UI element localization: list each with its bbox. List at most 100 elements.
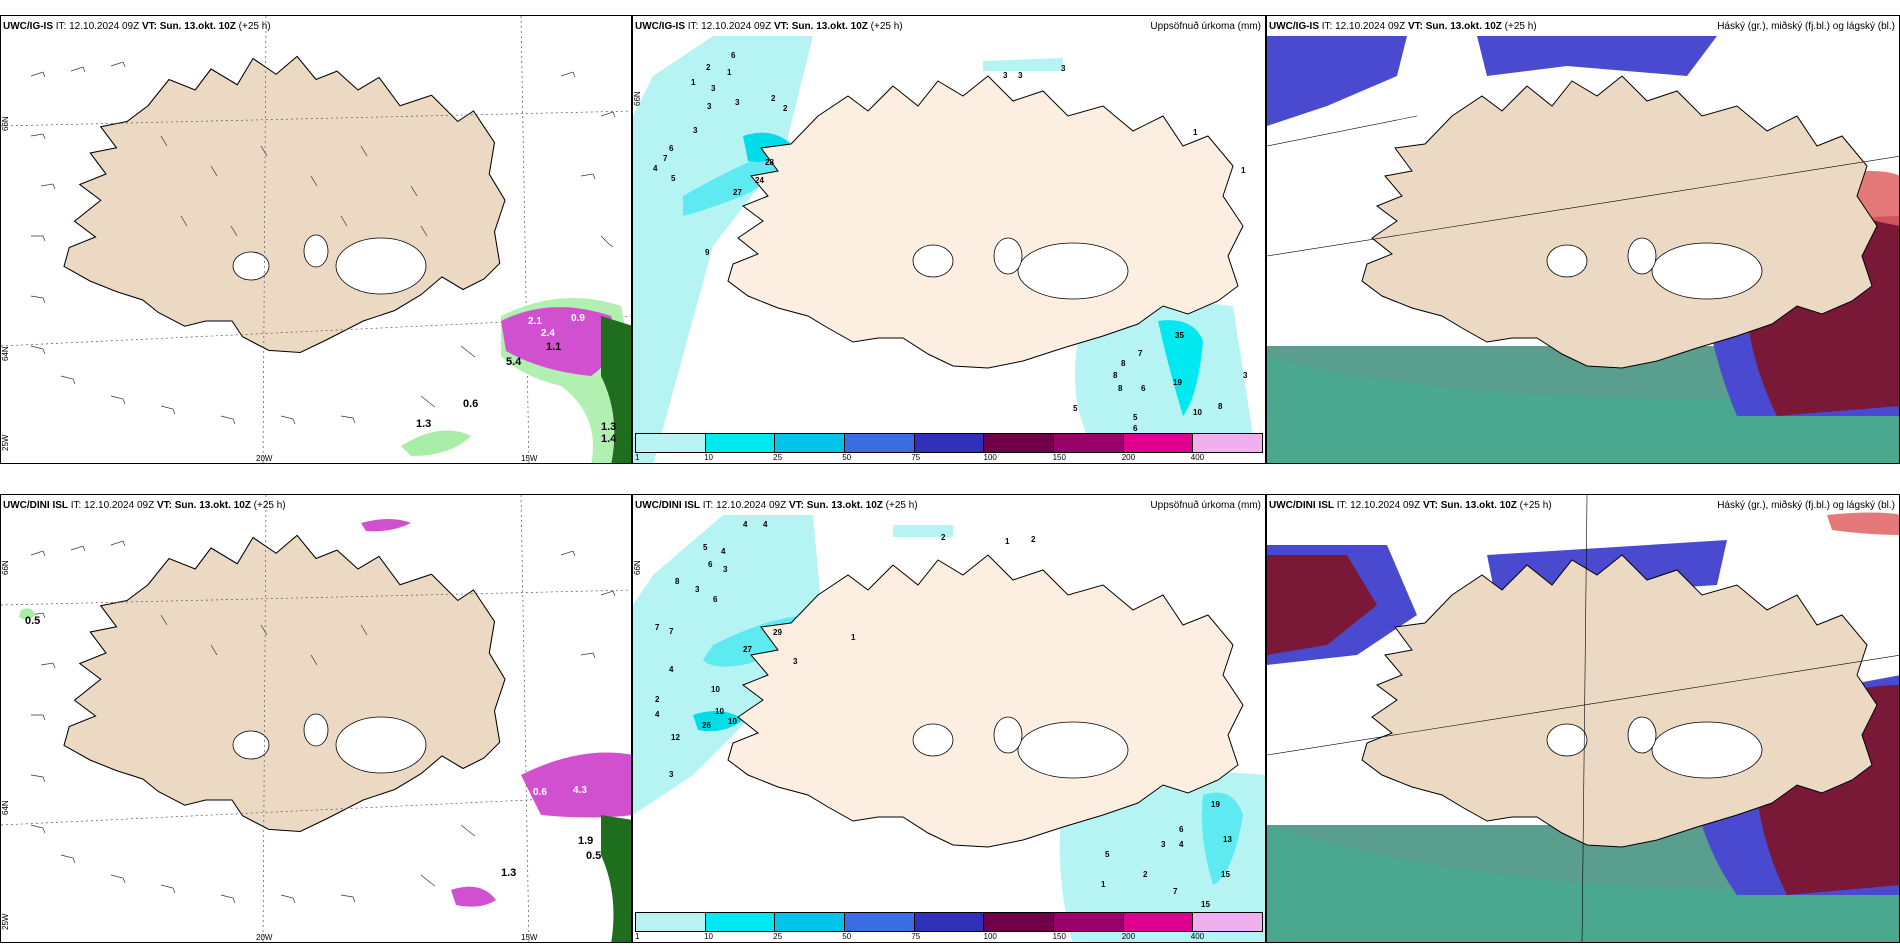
precip-value-label: 3 xyxy=(1018,71,1023,80)
colorbar-segment xyxy=(636,913,706,931)
precip-value-label: 2.4 xyxy=(541,328,555,339)
precip-value-label: 9 xyxy=(705,248,710,257)
precip-value-label: 0.5 xyxy=(586,850,602,862)
colorbar-tick: 400 xyxy=(1190,453,1205,462)
precip-value-label: 3 xyxy=(735,98,740,107)
precip-value-label: 8 xyxy=(675,577,680,586)
precip-map-top xyxy=(633,36,1253,463)
precip-value-label: 3 xyxy=(723,565,728,574)
colorbar-segment xyxy=(914,913,985,931)
precip-value-label: 3 xyxy=(711,84,716,93)
colorbar-segment xyxy=(845,913,915,931)
precip-value-label: 2 xyxy=(941,533,946,542)
precip-value-label: 8 xyxy=(1113,371,1118,380)
cloud-map-title-bottom: Háský (gr.), miðský (fj.bl.) og lágský (… xyxy=(1717,500,1895,511)
precip-value-label: 7 xyxy=(1138,349,1143,358)
precip-value-label: 4 xyxy=(655,710,660,719)
wind-map-header-top: UWC/IG-IS IT: 12.10.2024 09Z VT: Sun. 13… xyxy=(3,21,271,32)
colorbar-tick: 10 xyxy=(704,932,713,941)
lon-label: 25W xyxy=(1,913,10,930)
precip-colorbar-bottom xyxy=(635,912,1263,932)
precip-value-label: 4 xyxy=(743,520,748,529)
colorbar-segment xyxy=(914,434,985,452)
precip-value-label: 19 xyxy=(1211,800,1220,809)
precip-value-label: 3 xyxy=(1243,371,1248,380)
precip-value-label: 1 xyxy=(851,633,856,642)
colorbar-tick: 100 xyxy=(983,453,997,462)
colorbar-segment xyxy=(636,434,706,452)
precip-value-label: 3 xyxy=(1161,840,1166,849)
precip-value-label: 1 xyxy=(1005,537,1010,546)
cloud-map-panel-bottom: UWC/DINI ISL IT: 12.10.2024 09Z VT: Sun.… xyxy=(1266,494,1900,943)
colorbar-segment xyxy=(775,913,846,931)
lat-label: 64N xyxy=(1,346,10,361)
precip-value-label: 4 xyxy=(669,665,674,674)
precip-value-label: 1.3 xyxy=(416,418,432,430)
colorbar-tick: 150 xyxy=(1052,932,1066,941)
lat-label: 64N xyxy=(1,800,10,815)
lat-label: 66N xyxy=(633,91,642,106)
precip-map-panel-top: UWC/IG-IS IT: 12.10.2024 09Z VT: Sun. 13… xyxy=(632,15,1266,464)
colorbar-segment xyxy=(984,913,1055,931)
precip-value-label: 5 xyxy=(1133,413,1138,422)
precip-value-label: 2 xyxy=(1031,535,1036,544)
precip-value-label: 24 xyxy=(755,176,764,185)
colorbar-segment xyxy=(705,913,776,931)
precip-value-label: 1.3 xyxy=(501,867,517,879)
lon-label: 20W xyxy=(256,454,273,463)
precip-value-label: 2 xyxy=(1143,870,1148,879)
cloud-map-header-bottom: UWC/DINI ISL IT: 12.10.2024 09Z VT: Sun.… xyxy=(1269,500,1552,511)
precip-value-label: 26 xyxy=(702,721,711,730)
colorbar-tick: 150 xyxy=(1052,453,1066,462)
precip-value-label: 6 xyxy=(1141,384,1146,393)
colorbar-tick: 50 xyxy=(842,453,852,462)
colorbar-segment xyxy=(1123,913,1194,931)
precip-value-label: 1 xyxy=(691,78,696,87)
precip-value-label: 1 xyxy=(1101,880,1106,889)
precip-value-label: 3 xyxy=(693,126,698,135)
precip-value-label: 1 xyxy=(1193,128,1198,137)
precip-value-label: 2 xyxy=(655,695,660,704)
precip-map-header-bottom: UWC/DINI ISL IT: 12.10.2024 09Z VT: Sun.… xyxy=(635,500,918,511)
precip-value-label: 0.6 xyxy=(533,787,547,798)
precip-value-label: 1.9 xyxy=(578,835,594,847)
precip-colorbar-top xyxy=(635,433,1263,453)
colorbar-tick: 1 xyxy=(635,932,640,941)
precip-value-label: 10 xyxy=(728,717,737,726)
cloud-map-bottom xyxy=(1267,495,1899,942)
precip-value-label: 5.4 xyxy=(506,356,522,368)
precip-map-title-top: Uppsöfnuð úrkoma (mm) xyxy=(1150,21,1261,32)
lon-label: 15W xyxy=(521,454,538,463)
precip-value-label: 8 xyxy=(1218,402,1223,411)
lat-label: 66N xyxy=(633,560,642,575)
precip-value-label: 0.5 xyxy=(25,615,41,627)
precip-map-title-bottom: Uppsöfnuð úrkoma (mm) xyxy=(1150,500,1261,511)
precip-value-label: 1.3 xyxy=(601,421,617,433)
precip-map-panel-bottom: UWC/DINI ISL IT: 12.10.2024 09Z VT: Sun.… xyxy=(632,494,1266,943)
precip-value-label: 6 xyxy=(1133,424,1138,433)
precip-map-bottom xyxy=(633,515,1265,942)
precip-value-label: 10 xyxy=(1193,408,1202,417)
precip-value-label: 2 xyxy=(783,104,788,113)
colorbar-segment xyxy=(1193,434,1263,452)
precip-value-label: 0.9 xyxy=(571,313,585,324)
precip-value-label: 3 xyxy=(669,770,674,779)
colorbar-ticks-top: 1 10 25 50 75 100 150 200 400 xyxy=(635,453,1263,463)
colorbar-tick: 75 xyxy=(911,932,921,941)
colorbar-segment xyxy=(705,434,776,452)
precip-map-header-top: UWC/IG-IS IT: 12.10.2024 09Z VT: Sun. 13… xyxy=(635,21,903,32)
colorbar-segment xyxy=(1193,913,1263,931)
colorbar-segment xyxy=(984,434,1055,452)
precip-value-label: 10 xyxy=(711,685,720,694)
precip-value-label: 13 xyxy=(1223,835,1232,844)
precip-value-label: 6 xyxy=(669,144,674,153)
colorbar-tick: 1 xyxy=(635,453,640,462)
colorbar-segment xyxy=(1054,434,1124,452)
cloud-map-panel-top: UWC/IG-IS IT: 12.10.2024 09Z VT: Sun. 13… xyxy=(1266,15,1900,464)
precip-value-label: 4 xyxy=(653,164,658,173)
wind-map-top xyxy=(1,16,631,463)
precip-value-label: 6 xyxy=(713,595,718,604)
precip-value-label: 1 xyxy=(1241,166,1246,175)
precip-value-label: 1.4 xyxy=(601,433,617,445)
colorbar-tick: 10 xyxy=(704,453,713,462)
